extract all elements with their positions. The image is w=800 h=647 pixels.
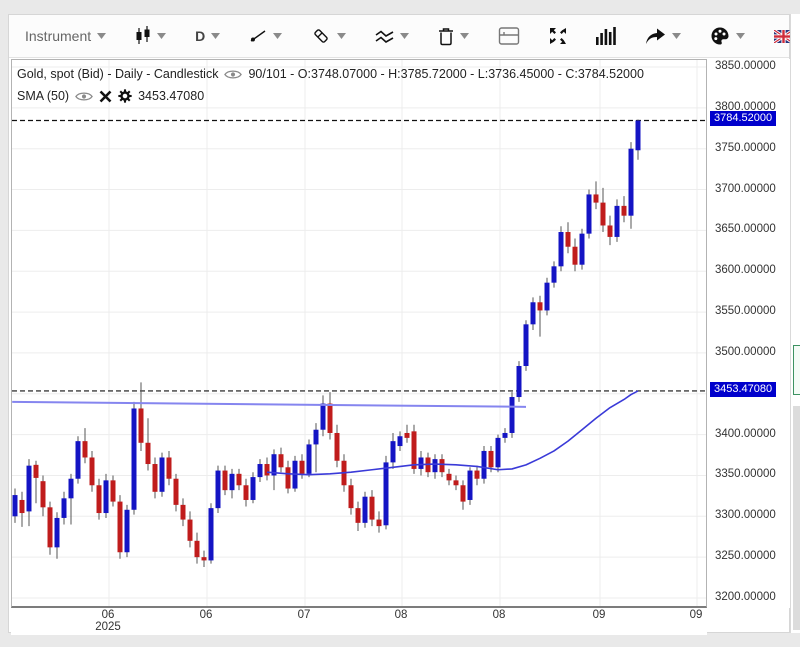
price-axis-label: 3700.00000 [715,182,776,195]
chevron-down-icon [736,33,746,39]
timeframe-label: D [195,28,206,44]
sma-visibility-toggle[interactable] [75,91,93,102]
layout-button[interactable] [498,26,520,46]
eye-icon [224,69,243,79]
last-price-tag: 3784.52000 [710,111,777,127]
indicators-icon [375,30,394,43]
time-axis-label: 08 [394,609,408,621]
chevron-down-icon [460,33,470,39]
side-panel-body-edge [793,406,800,630]
volume-icon [596,27,617,45]
side-panel-edge [790,14,800,633]
palette-icon [711,27,729,45]
layout-icon [499,27,520,45]
delete-drawings-button[interactable] [438,27,470,46]
chevron-down-icon [157,33,167,39]
candlestick-icon [136,26,150,44]
price-axis-label: 3250.00000 [715,550,776,563]
time-axis-label: 09 [592,609,606,621]
price-axis-label: 3800.00000 [715,100,776,113]
indicators-button[interactable] [375,28,410,44]
price-axis-label: 3400.00000 [715,427,776,440]
chart-type-button[interactable] [135,26,167,46]
theme-button[interactable] [710,26,746,46]
expand-icon [550,28,567,44]
time-axis-label: 07 [297,609,311,621]
time-axis-year-label: 2025 [95,621,121,633]
chevron-down-icon [211,33,221,39]
sma-remove-button[interactable] [99,90,112,103]
time-axis-label: 08 [492,609,506,621]
time-axis-label: 06 2025 [90,609,126,633]
time-axis-label: 09 [689,609,703,621]
chart-panel: Instrument D [8,14,800,635]
share-icon [646,28,666,44]
side-panel-buy-box-edge [793,345,800,395]
price-axis-label: 3600.00000 [715,264,776,277]
close-icon [99,90,112,102]
chart-plot-area[interactable] [11,59,707,608]
trendline-icon [250,30,266,42]
price-axis-label: 3650.00000 [715,223,776,236]
price-axis-label: 3750.00000 [715,141,776,154]
chart-legend: Gold, spot (Bid) - Daily - Candlestick 9… [17,63,644,107]
sma-value: 3453.47080 [138,89,205,103]
price-axis-label: 3850.00000 [715,60,776,72]
price-axis-label: 3500.00000 [715,345,776,358]
gear-icon [118,89,132,103]
series-visibility-toggle[interactable] [224,69,243,80]
time-axis-label: 06 [199,609,213,621]
toolbar: Instrument D [9,15,800,58]
eraser-icon [314,29,329,43]
sma-price-tag: 3453.47080 [710,381,777,397]
price-axis-label: 3350.00000 [715,468,776,481]
price-axis-label: 3200.00000 [715,590,776,603]
sma-legend-row: SMA (50) [17,85,644,107]
instrument-selector-label: Instrument [25,28,92,44]
timeframe-button[interactable]: D [195,28,221,44]
eye-icon [75,91,93,101]
trendline-tool-button[interactable] [249,27,283,45]
price-axis-label: 3550.00000 [715,305,776,318]
trash-icon [439,27,454,45]
series-ohlc-stats: 90/101 - O:3748.07000 - H:3785.72000 - L… [248,67,644,81]
time-axis[interactable]: 06 2025 06 07 08 08 09 09 [11,609,707,635]
price-axis[interactable]: 3784.52000 3453.47080 3850.00000 3800.000… [707,59,791,608]
series-legend-row: Gold, spot (Bid) - Daily - Candlestick 9… [17,63,644,85]
chevron-down-icon [672,33,682,39]
price-chart-svg [12,60,706,606]
sma-label: SMA (50) [17,89,70,103]
chevron-down-icon [97,33,107,39]
volume-button[interactable] [596,27,617,45]
chevron-down-icon [400,33,410,39]
chevron-down-icon [337,33,347,39]
sma-settings-button[interactable] [118,89,132,103]
eraser-tool-button[interactable] [311,26,347,46]
instrument-selector[interactable]: Instrument [25,28,107,44]
fullscreen-button[interactable] [549,27,567,45]
share-button[interactable] [645,28,682,45]
price-axis-label: 3300.00000 [715,509,776,522]
chevron-down-icon [273,33,283,39]
series-title: Gold, spot (Bid) - Daily - Candlestick [17,67,219,81]
